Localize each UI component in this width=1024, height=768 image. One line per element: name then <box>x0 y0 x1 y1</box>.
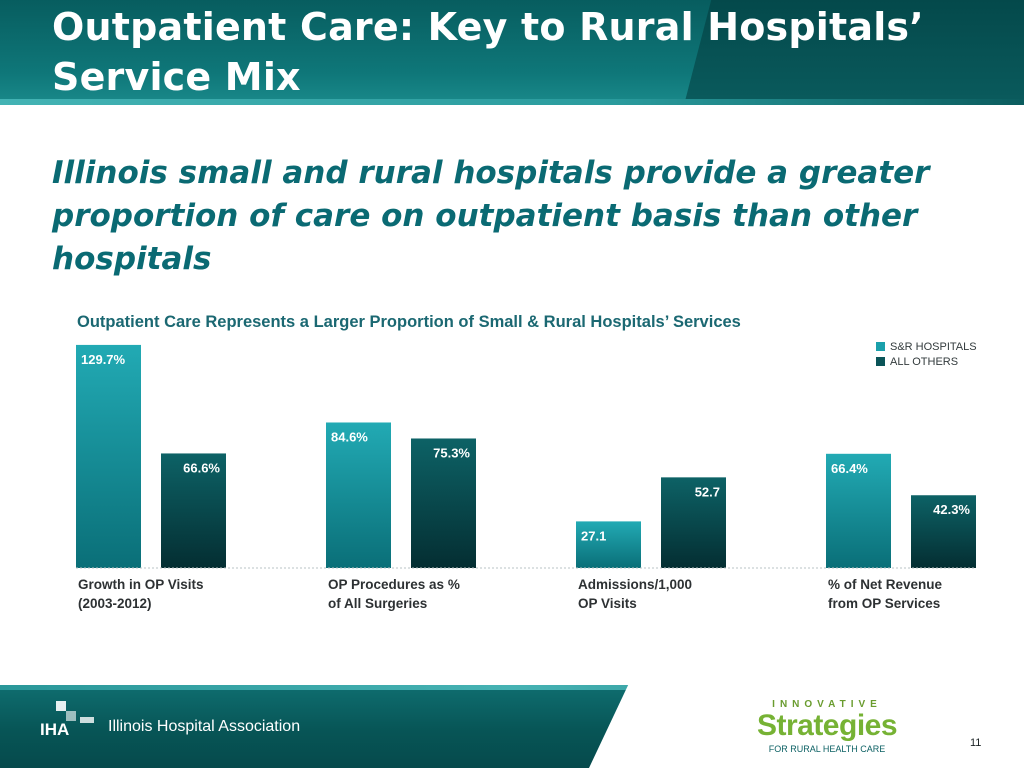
footer-logo-panel <box>589 685 1024 768</box>
legend-swatch-others <box>876 357 885 366</box>
bar-sr-1 <box>326 422 391 568</box>
innovative-strategies-logo: INNOVATIVE Strategies FOR RURAL HEALTH C… <box>752 699 902 755</box>
page-number: 11 <box>970 737 982 749</box>
iha-org-name: Illinois Hospital Association <box>108 718 301 735</box>
logo-strategies-text: Strategies <box>756 709 898 742</box>
category-label-3-line-1: from OP Services <box>828 596 940 611</box>
legend-label-others: ALL OTHERS <box>890 355 959 368</box>
bar-value-label-sr-1: 84.6% <box>331 429 368 444</box>
category-label-2-line-1: OP Visits <box>578 596 637 611</box>
iha-logo-icon: IHA <box>40 701 94 739</box>
bar-others-1 <box>411 438 476 568</box>
bar-value-label-others-1: 75.3% <box>433 445 470 460</box>
category-label-0-line-1: (2003-2012) <box>78 596 152 611</box>
legend-swatch-sr <box>876 342 885 351</box>
logo-innovative-text: INNOVATIVE <box>772 699 882 710</box>
bar-value-label-sr-0: 129.7% <box>81 352 126 367</box>
bar-value-label-others-3: 42.3% <box>933 502 970 517</box>
header-accent <box>684 0 1024 105</box>
bar-sr-0 <box>76 344 141 568</box>
bar-value-label-others-0: 66.6% <box>183 460 220 475</box>
legend-item-sr: S&R HOSPITALS <box>876 339 1016 354</box>
category-label-1-line-0: OP Procedures as % <box>328 577 460 592</box>
category-label-3-line-0: % of Net Revenue <box>828 577 943 592</box>
chart-title: Outpatient Care Represents a Larger Prop… <box>77 313 741 331</box>
bars-layer: 129.7% 66.6% 84.6% 75.3% 27.1 52.7 66.4% 42.3% <box>76 344 976 568</box>
bar-value-label-others-2: 52.7 <box>695 484 720 499</box>
slide-title: Outpatient Care: Key to Rural Hospitals’… <box>52 5 924 99</box>
slide-subtitle: Illinois small and rural hospitals provi… <box>52 155 930 277</box>
category-label-2-line-0: Admissions/1,000 <box>578 577 692 592</box>
bar-value-label-sr-2: 27.1 <box>581 528 606 543</box>
bar-chart: 129.7%66.6%84.6%75.3%27.152.766.4%42.3% … <box>76 344 976 611</box>
legend-label-sr: S&R HOSPITALS <box>890 340 977 353</box>
slide-footer: IHA Illinois Hospital Association INNOVA… <box>0 685 1024 768</box>
bar-value-label-sr-3: 66.4% <box>831 461 868 476</box>
bar-others-0 <box>161 453 226 568</box>
bar-sr-3 <box>826 453 891 568</box>
footer-divider <box>0 685 1024 690</box>
chart-legend: S&R HOSPITALS ALL OTHERS <box>876 339 1016 369</box>
category-label-1-line-1: of All Surgeries <box>328 596 427 611</box>
bar-others-3 <box>911 495 976 568</box>
slide-header: Outpatient Care: Key to Rural Hospitals’… <box>0 0 1024 105</box>
category-labels: Growth in OP Visits (2003-2012) OP Procedu… <box>78 577 943 611</box>
iha-logo-mark: IHA <box>40 720 69 739</box>
legend-item-others: ALL OTHERS <box>876 354 1016 369</box>
header-divider <box>0 99 1024 105</box>
logo-tagline: FOR RURAL HEALTH CARE <box>768 744 886 754</box>
bar-others-2 <box>661 477 726 568</box>
bar-sr-2 <box>576 521 641 568</box>
category-label-0-line-0: Growth in OP Visits <box>78 577 204 592</box>
